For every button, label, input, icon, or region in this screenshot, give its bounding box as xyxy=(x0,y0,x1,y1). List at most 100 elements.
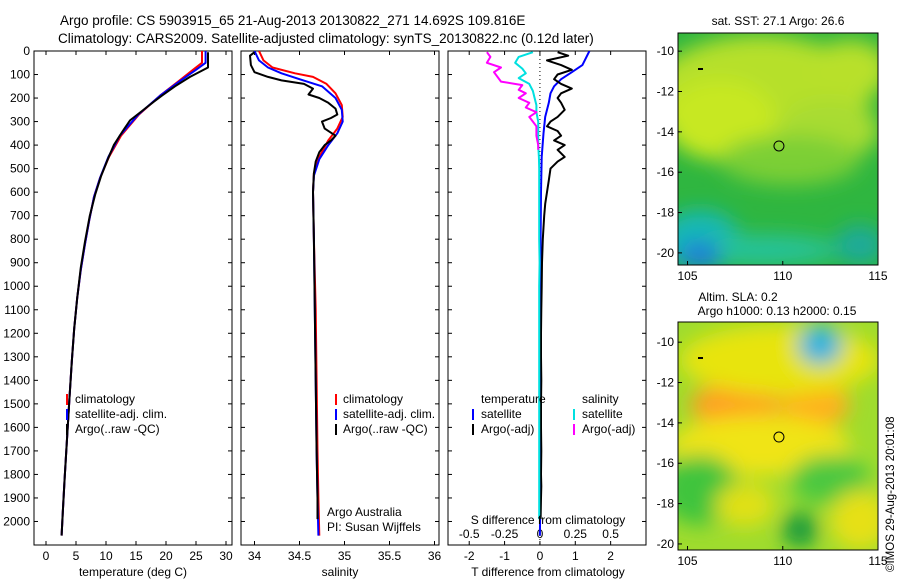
sla-map-title-line1: Altim. SLA: 0.2 xyxy=(698,290,778,304)
y-tick-label: 1000 xyxy=(3,279,30,293)
difference-legend: temperature satellite Argo(-adj) salinit… xyxy=(472,392,635,436)
legend-label-satellite: satellite-adj. clim. xyxy=(343,407,435,421)
map-y-tick-label: -20 xyxy=(657,246,675,260)
legend-label-argo: Argo(..raw -QC) xyxy=(343,422,428,436)
temperature-plot-frame xyxy=(33,50,233,546)
series-line-climatology xyxy=(258,51,344,536)
x-tick-label: 0 xyxy=(537,549,544,563)
x-tick-label: 34 xyxy=(248,549,262,563)
annotation-argo-australia: Argo Australia xyxy=(327,505,402,519)
y-tick-label: 800 xyxy=(10,232,30,246)
y-tick-label: 1200 xyxy=(3,326,30,340)
salinity-x-axis: 34 34.5 35 35.5 36 xyxy=(248,51,441,563)
y-tick-label: 500 xyxy=(10,162,30,176)
sst-map-title: sat. SST: 27.1 Argo: 26.6 xyxy=(712,14,845,28)
map-y-tick-label: -12 xyxy=(657,376,675,390)
y-tick-label: 300 xyxy=(10,115,30,129)
difference-panel: -2 -1 0 1 2 -0.5 -0.25 0 0.25 0.5 S difference f… xyxy=(447,50,647,579)
legend-label-s-argo: Argo(-adj) xyxy=(582,422,635,436)
map-x-tick-label: 105 xyxy=(678,269,698,283)
salinity-x-label: salinity xyxy=(322,565,359,579)
sla-map: Altim. SLA: 0.2 Argo h1000: 0.13 h2000: … xyxy=(657,290,888,568)
series-line-satellite-adj-clim xyxy=(253,51,344,536)
map-y-tick-label: -14 xyxy=(657,125,675,139)
y-tick-label: 700 xyxy=(10,209,30,223)
x-tick-label: -2 xyxy=(464,549,475,563)
sst-map-axes: 105 110 115 -10 -12 -14 -16 -18 -20 xyxy=(657,44,888,283)
series-line-t-argo-adj xyxy=(539,51,573,520)
x-tick-label: 35 xyxy=(338,549,352,563)
x-tick-label: 34.5 xyxy=(288,549,312,563)
map-x-tick-label: 105 xyxy=(678,554,698,568)
y-tick-label: 1700 xyxy=(3,444,30,458)
temperature-panel: 0100200300400500600700800900100011001200… xyxy=(3,44,233,579)
legend-title-salinity: salinity xyxy=(582,392,619,406)
y-tick-label: 900 xyxy=(10,256,30,270)
map-y-tick-label: -10 xyxy=(657,335,675,349)
sla-map-axes: 105 110 115 -10 -12 -14 -16 -18 -20 xyxy=(657,335,888,568)
series-line-argo-raw-qc xyxy=(60,52,209,536)
series-line-climatology xyxy=(60,51,203,536)
series-line-argo-raw-qc xyxy=(249,51,339,520)
x-tick-label: 30 xyxy=(219,549,233,563)
difference-depth-ticks xyxy=(448,50,646,522)
salinity-plot-frame xyxy=(240,50,440,546)
map-x-tick-label: 115 xyxy=(868,269,887,283)
series-line-t-satellite xyxy=(538,51,591,536)
sla-map-frame xyxy=(677,321,879,551)
header-line-2: Climatology: CARS2009. Satellite-adjuste… xyxy=(58,31,594,46)
y-tick-label: 400 xyxy=(10,138,30,152)
map-y-tick-label: -18 xyxy=(657,206,675,220)
temperature-x-label: temperature (deg C) xyxy=(79,565,187,579)
y-tick-label: 1400 xyxy=(3,373,30,387)
map-x-tick-label: 115 xyxy=(868,554,887,568)
legend-label-argo: Argo(..raw -QC) xyxy=(75,422,160,436)
x-tick-label: 20 xyxy=(159,549,173,563)
sst-map-field xyxy=(678,33,878,265)
y-tick-label: 600 xyxy=(10,185,30,199)
s-difference-label: S difference from climatology xyxy=(471,513,626,527)
y-tick-label: 1800 xyxy=(3,467,30,481)
temperature-profile-lines xyxy=(60,51,209,536)
x-tick-label: 10 xyxy=(99,549,113,563)
series-line-satellite-adj-clim xyxy=(60,51,207,536)
legend-label-t-argo: Argo(-adj) xyxy=(481,422,534,436)
map-y-tick-label: -12 xyxy=(657,85,675,99)
y-tick-label: 1900 xyxy=(3,491,30,505)
depth-axis: 0 100 200 300 400 500 600 700 800 900 1000 1100 1200… xyxy=(3,44,232,528)
t-difference-label: T difference from climatology xyxy=(471,565,625,579)
imos-watermark: ©IMOS 29-Aug-2013 20:01:08 xyxy=(885,416,897,572)
temperature-x-axis: 0 5 10 15 20 25 30 xyxy=(43,51,233,563)
x-tick-label: 1 xyxy=(572,549,579,563)
y-tick-label: 100 xyxy=(10,68,30,82)
series-line-s-argo-adj xyxy=(485,51,540,150)
map-x-tick-label: 110 xyxy=(773,554,792,568)
legend-title-temperature: temperature xyxy=(481,392,546,406)
argo-float-position-marker xyxy=(773,431,785,443)
map-y-tick-label: -14 xyxy=(657,416,675,430)
sla-map-title-line2: Argo h1000: 0.13 h2000: 0.15 xyxy=(698,304,857,318)
legend-label-satellite: satellite-adj. clim. xyxy=(75,407,167,421)
legend-label-t-satellite: satellite xyxy=(481,407,522,421)
salinity-profile-lines xyxy=(249,51,344,536)
legend-label-s-satellite: satellite xyxy=(582,407,623,421)
y-tick-label: 1100 xyxy=(4,303,30,317)
x-tick-label: 15 xyxy=(129,549,143,563)
x-tick-label: 5 xyxy=(73,549,80,563)
y-tick-label: 0 xyxy=(23,44,30,58)
map-y-tick-label: -18 xyxy=(657,497,675,511)
salinity-legend: climatology satellite-adj. clim. Argo(..… xyxy=(335,392,435,436)
salinity-depth-ticks xyxy=(241,50,439,522)
y-tick-label: 1300 xyxy=(3,350,30,364)
y-tick-label: 1500 xyxy=(3,397,30,411)
x-tick-label: -1 xyxy=(499,549,510,563)
x2-tick-label: -0.25 xyxy=(491,527,519,541)
map-x-tick-label: 110 xyxy=(773,269,792,283)
y-tick-label: 1600 xyxy=(3,420,30,434)
sla-map-field xyxy=(678,322,878,550)
x-tick-label: 35.5 xyxy=(378,549,402,563)
x2-tick-label: -0.5 xyxy=(459,527,480,541)
header-line-1: Argo profile: CS 5903915_65 21-Aug-2013 … xyxy=(60,13,525,28)
sst-map-frame xyxy=(677,32,879,266)
